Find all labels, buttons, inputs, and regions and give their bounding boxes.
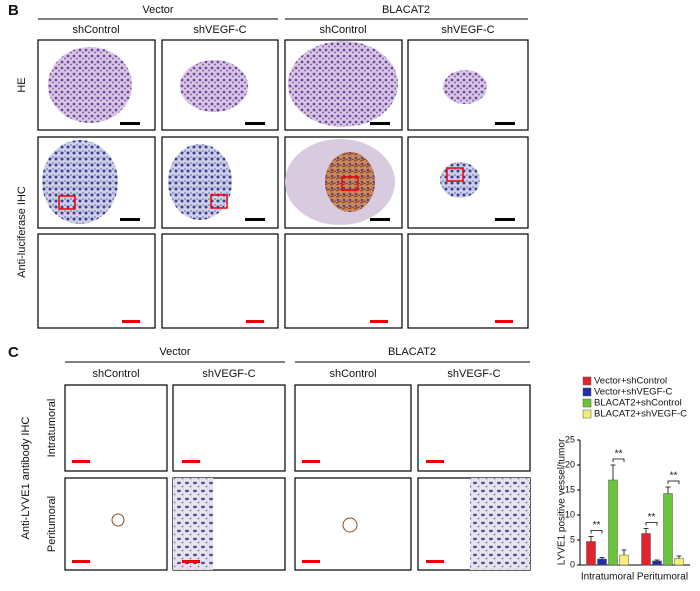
legend-swatch — [582, 398, 592, 408]
bar — [674, 558, 684, 566]
group-label: Vector — [159, 346, 191, 358]
legend-label: Vector+shControl — [594, 376, 667, 387]
row-label: Peritumoral — [46, 496, 58, 552]
column-label: shControl — [319, 24, 366, 36]
x-tick-label: Intratumoral — [581, 572, 634, 583]
significance-label: ** — [670, 471, 678, 482]
y-tick-label: 25 — [565, 434, 575, 444]
group-label: Vector — [142, 4, 174, 16]
legend-label: BLACAT2+shControl — [594, 398, 682, 409]
bar — [597, 558, 607, 566]
group-label: BLACAT2 — [388, 346, 436, 358]
lyve1-rows — [64, 384, 531, 571]
zoom-row — [37, 233, 529, 329]
column-label: shVEGF-C — [202, 368, 255, 380]
significance-bracket — [667, 480, 680, 484]
error-bar — [665, 486, 671, 494]
column-label: shVEGF-C — [447, 368, 500, 380]
column-label: shControl — [329, 368, 376, 380]
legend-label: BLACAT2+shVEGF-C — [594, 409, 687, 420]
error-bar — [676, 555, 682, 559]
error-bar — [654, 559, 660, 561]
significance-label: ** — [648, 512, 656, 523]
legend-swatch — [582, 387, 592, 397]
panel-label: B — [8, 2, 19, 19]
row-label: Intratumoral — [46, 399, 58, 458]
significance-bracket — [612, 458, 625, 462]
bar — [586, 541, 596, 566]
group-label: BLACAT2 — [382, 4, 430, 16]
y-tick-label: 10 — [565, 509, 575, 519]
column-label: shControl — [92, 368, 139, 380]
y-tick-label: 20 — [565, 459, 575, 469]
legend-swatch — [582, 409, 592, 419]
row-group-label: Anti-LYVE1 antibody IHC — [20, 417, 32, 540]
luciferase-row — [37, 136, 529, 229]
column-label: shVEGF-C — [193, 24, 246, 36]
y-tick-label: 5 — [570, 534, 575, 544]
y-axis-label: LYVE1 positive vessel/tumor — [557, 438, 568, 565]
significance-bracket — [645, 522, 658, 526]
x-tick-label: Peritumoral — [637, 572, 688, 583]
panel-label: C — [8, 344, 19, 361]
bar — [619, 554, 629, 566]
legend-label: Vector+shVEGF-C — [594, 387, 673, 398]
error-bar — [643, 528, 649, 534]
he-row — [37, 39, 529, 131]
significance-bracket — [590, 530, 603, 534]
error-bar — [599, 557, 605, 559]
y-tick-label: 15 — [565, 484, 575, 494]
significance-label: ** — [615, 449, 623, 460]
bar — [652, 560, 662, 566]
significance-label: ** — [593, 520, 601, 531]
bar — [641, 533, 651, 566]
row-label: HE — [16, 77, 28, 92]
column-label: shControl — [72, 24, 119, 36]
error-bar — [588, 536, 594, 542]
row-label: Anti-luciferase IHC — [16, 186, 28, 278]
bar — [663, 493, 673, 566]
column-label: shVEGF-C — [441, 24, 494, 36]
bar — [608, 479, 618, 566]
panels — [37, 18, 531, 571]
y-tick-label: 0 — [570, 559, 575, 569]
error-bar — [610, 464, 616, 480]
legend-swatch — [582, 376, 592, 386]
error-bar — [621, 549, 627, 555]
